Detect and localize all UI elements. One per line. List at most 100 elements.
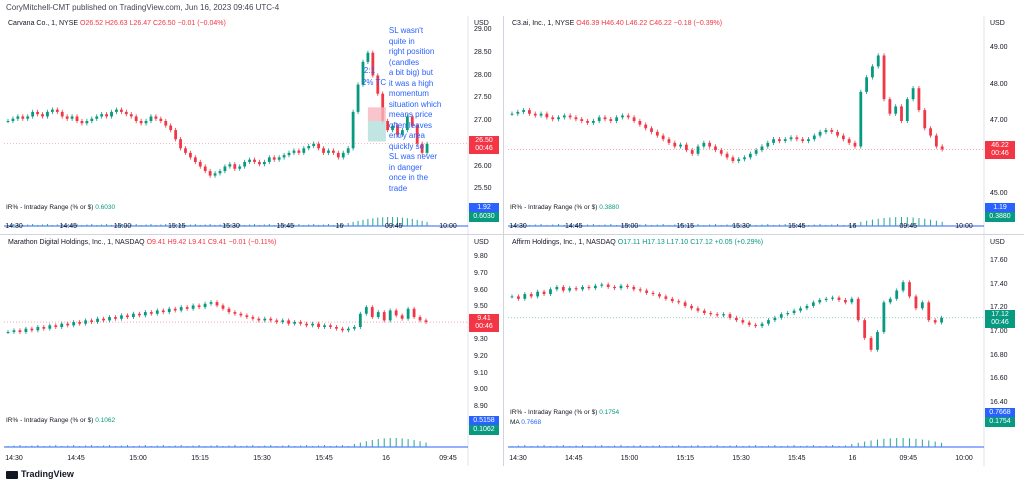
indicator-bar: [633, 225, 635, 226]
ai-chart-svg[interactable]: [504, 16, 1024, 234]
legend-h: H26.63: [105, 20, 128, 27]
symbol-legend[interactable]: Affirm Holdings, Inc., 1, NASDAQ O17.11 H1…: [510, 239, 763, 246]
symbol-legend[interactable]: Marathon Digital Holdings, Inc., 1, NASD…: [6, 239, 276, 246]
afrm-chart-svg[interactable]: [504, 235, 1024, 466]
indicator-bar: [396, 217, 398, 226]
indicator-bar: [22, 225, 24, 226]
indicator-bar: [387, 217, 389, 226]
candle: [603, 115, 607, 122]
candle: [386, 118, 390, 133]
candle: [272, 155, 276, 162]
indicator-legend[interactable]: IR% - Intraday Range (% or $) 0.1754: [510, 409, 619, 416]
candle: [262, 159, 266, 167]
legend-c: C17.12: [690, 239, 713, 246]
indicator-bar: [556, 445, 558, 447]
cvna-chart-svg[interactable]: [0, 16, 503, 234]
candle: [227, 306, 231, 315]
candle: [722, 312, 725, 318]
indicator-name: IR% - Intraday Range (% or $): [6, 417, 96, 424]
candle: [132, 311, 135, 320]
chart-panel-affirm[interactable]: Affirm Holdings, Inc., 1, NASDAQ O17.11 H1…: [504, 235, 1024, 466]
trade-note-line: entry area: [388, 131, 425, 140]
candle: [164, 118, 168, 128]
mara-chart-svg[interactable]: [0, 235, 503, 466]
indicator-legend[interactable]: IR% - Intraday Range (% or $) 0.6030: [6, 204, 115, 211]
candle: [267, 155, 271, 165]
candle: [203, 301, 207, 310]
time-tick-label: 15:00: [620, 455, 639, 462]
time-tick-label: 14:45: [67, 455, 85, 462]
indicator-legend[interactable]: IR% - Intraday Range (% or $) 0.1062: [6, 417, 115, 424]
price-tick-label: 28.50: [474, 48, 492, 56]
indicator-bar: [592, 224, 594, 226]
candle: [609, 116, 613, 124]
candle: [149, 114, 153, 124]
chart-panel-marathon[interactable]: Marathon Digital Holdings, Inc., 1, NASD…: [0, 235, 503, 466]
indicator-bar: [626, 446, 628, 447]
indicator-legend[interactable]: IR% - Intraday Range (% or $) 0.3880: [510, 204, 619, 211]
price-tick-label: 9.80: [474, 253, 488, 261]
indicator-bar: [327, 224, 329, 226]
indicator-bar: [537, 445, 539, 447]
indicator-bar: [214, 225, 216, 226]
symbol-legend[interactable]: Carvana Co., 1, NYSE O26.52 H26.63 L26.47 C2…: [6, 20, 226, 27]
indicator-bar: [66, 225, 68, 226]
candle: [293, 320, 297, 326]
indicator-bar: [81, 225, 83, 226]
indicator-bar: [130, 224, 132, 226]
candle: [561, 284, 565, 293]
indicator-bar: [870, 440, 872, 447]
candle: [139, 118, 143, 126]
candle: [581, 284, 584, 292]
time-tick-label: 14:45: [564, 223, 583, 230]
candle: [888, 296, 892, 305]
indicator-bar: [401, 438, 403, 447]
legend-o: O17.11: [617, 239, 641, 246]
candle: [405, 114, 409, 133]
indicator-bar: [773, 225, 775, 226]
candle: [66, 321, 70, 328]
indicator-bar: [652, 445, 654, 447]
candle: [779, 312, 783, 320]
indicator-bar: [651, 225, 653, 226]
price-tick-label: 9.70: [474, 269, 488, 277]
candle: [673, 140, 677, 149]
symbol-legend[interactable]: C3.ai, Inc., 1, NYSE O46.39 H46.40 L46.22 C4…: [510, 20, 722, 27]
bar-countdown: 00:46: [991, 318, 1009, 326]
candle: [593, 283, 597, 291]
candle: [863, 318, 867, 340]
candle: [766, 140, 770, 149]
last-price-value: 46.22: [991, 142, 1009, 150]
indicator-bar: [156, 445, 158, 447]
indicator-bar: [209, 224, 211, 226]
indicator-bar: [204, 224, 206, 226]
indicator-bar: [383, 438, 385, 447]
indicator-bar: [703, 446, 705, 447]
candle: [557, 115, 560, 122]
indicator-bar: [838, 446, 840, 447]
indicator-bar: [268, 224, 270, 226]
candle: [335, 325, 338, 331]
price-tick-label: 8.90: [474, 402, 488, 410]
tradingview-logo[interactable]: TradingView: [6, 469, 74, 479]
price-tick-label: 9.60: [474, 286, 488, 294]
time-tick-label: 09:45: [899, 223, 918, 230]
indicator-bar: [511, 225, 513, 226]
candle: [626, 113, 630, 120]
candle: [213, 171, 217, 178]
indicator-bar: [199, 225, 201, 226]
chart-panel-c3ai[interactable]: C3.ai, Inc., 1, NYSE O46.39 H46.40 L46.22 C4…: [504, 16, 1024, 234]
indicator-bar: [367, 218, 369, 226]
indicator-bar: [12, 224, 14, 226]
indicator-bar: [56, 224, 58, 226]
indicator-bar: [807, 225, 809, 226]
indicator-bar: [362, 219, 364, 226]
indicator-bar: [342, 224, 344, 226]
candle: [299, 320, 303, 326]
chart-panel-carvana[interactable]: Carvana Co., 1, NYSE O26.52 H26.63 L26.47 C2…: [0, 16, 503, 234]
trade-note-line: quickly so: [388, 141, 425, 151]
time-tick-label: 14:30: [5, 223, 23, 230]
indicator-bar: [298, 224, 300, 226]
candle: [161, 308, 165, 315]
indicator-tag-top: 1.92: [469, 203, 499, 213]
